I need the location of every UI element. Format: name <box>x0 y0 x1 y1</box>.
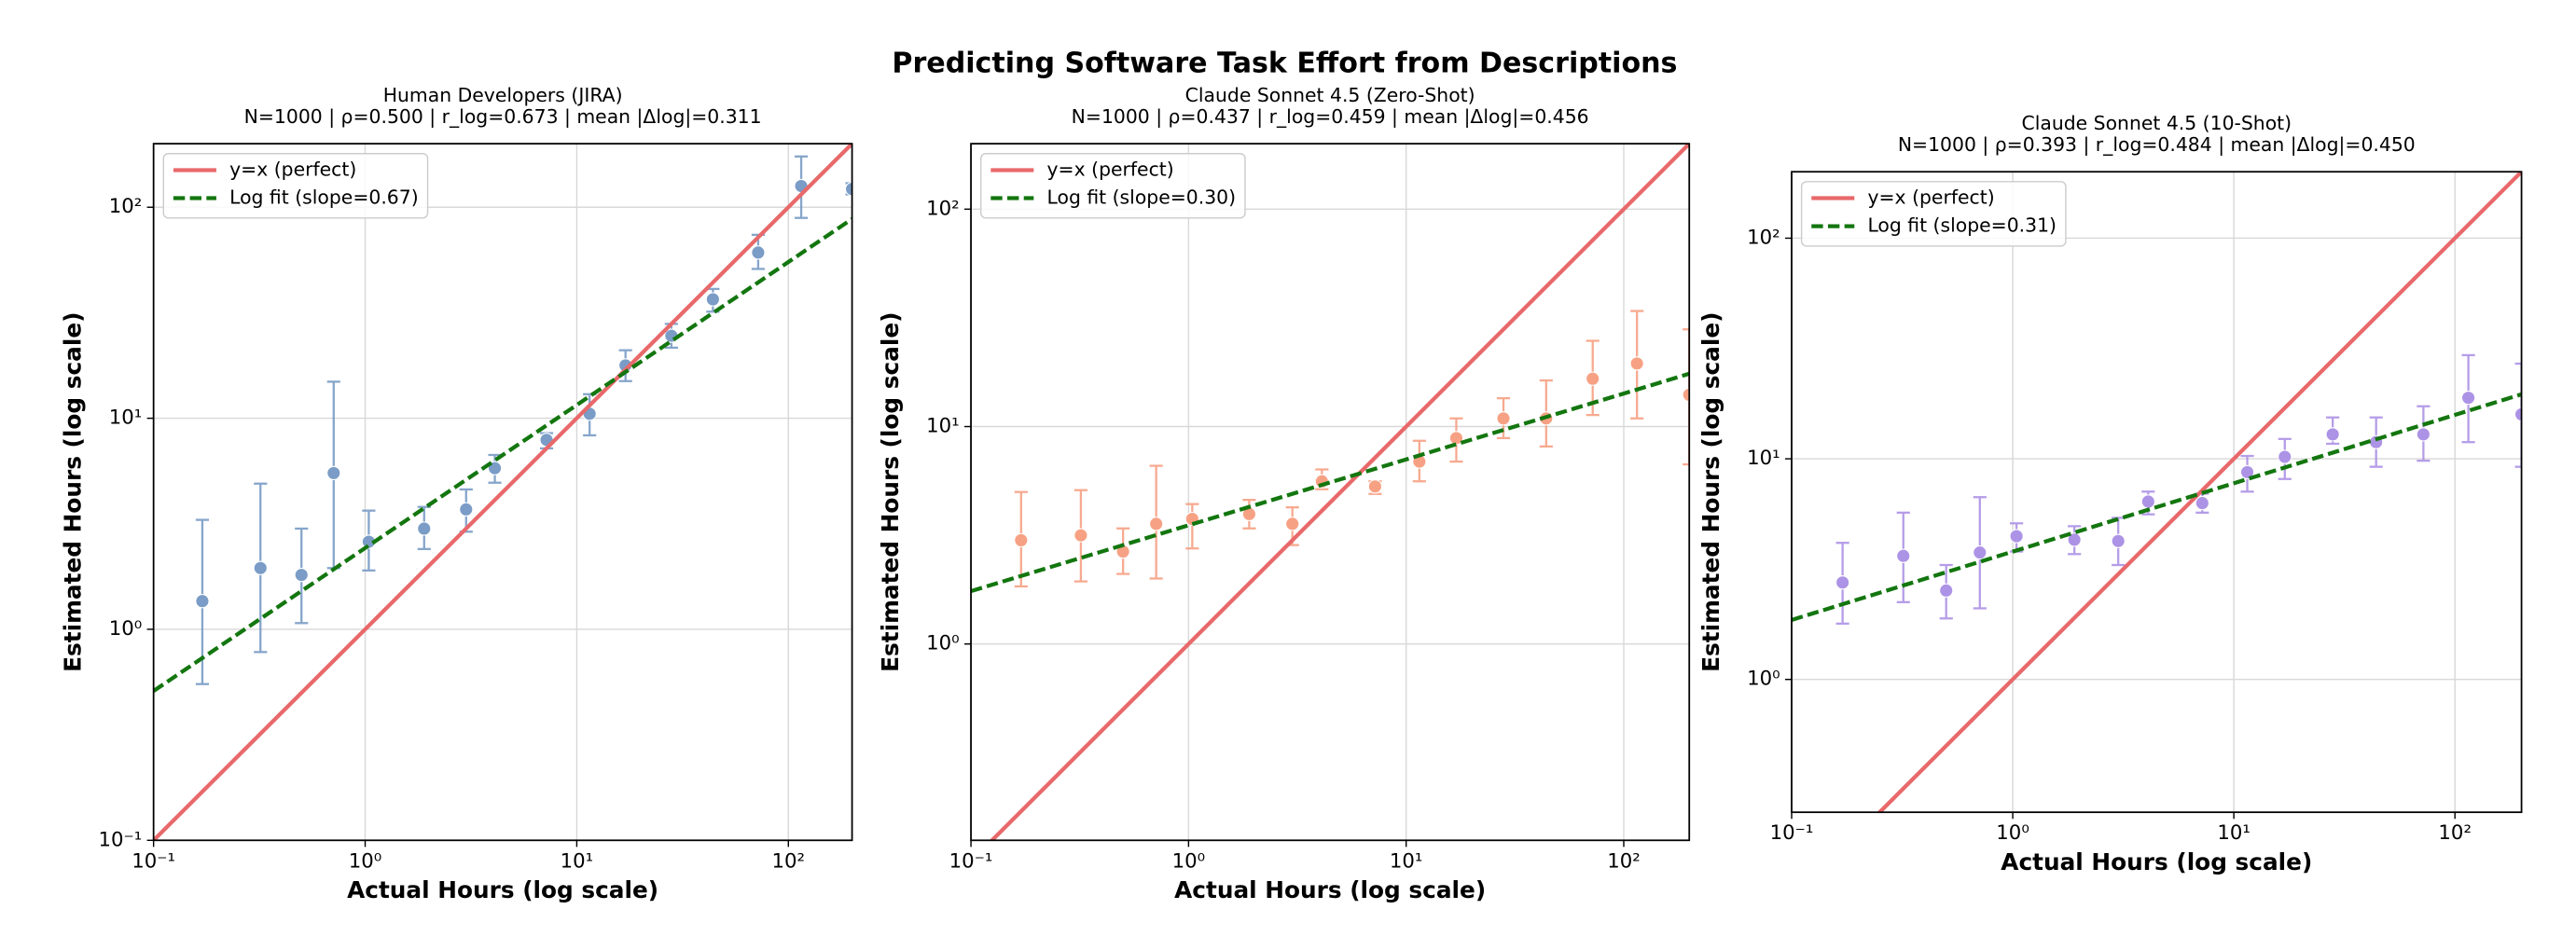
series-line <box>153 144 852 841</box>
point <box>1073 528 1088 543</box>
point <box>1496 411 1511 426</box>
legend-label: y=x (perfect) <box>1047 158 1174 180</box>
x-tick-label: 10¹ <box>2217 821 2251 845</box>
point <box>2009 529 2024 544</box>
point <box>2325 427 2340 442</box>
x-tick-label: 10¹ <box>1390 849 1423 873</box>
point <box>326 465 341 480</box>
y-axis-label: Estimated Hours (log scale) <box>60 312 87 672</box>
plot-area <box>1792 172 2522 813</box>
y-tick-label: 10¹ <box>1747 447 1780 470</box>
point <box>751 245 766 260</box>
series-line <box>153 217 852 693</box>
x-tick-label: 10¹ <box>561 849 594 873</box>
legend-label: Log fit (slope=0.31) <box>1867 214 2057 237</box>
y-tick-label: 10² <box>1747 226 1780 249</box>
figure-title: Predicting Software Task Effort from Des… <box>892 48 1677 80</box>
y-axis-label: Estimated Hours (log scale) <box>1697 312 1724 672</box>
subplot-subtitle: N=1000 | ρ=0.437 | r_log=0.459 | mean |Δ… <box>1072 105 1589 129</box>
subplot: Claude Sonnet 4.5 (Zero-Shot)N=1000 | ρ=… <box>877 84 1691 903</box>
point <box>294 568 309 583</box>
series-line <box>1877 172 2522 813</box>
x-tick-label: 10⁰ <box>1996 821 2029 845</box>
legend-label: y=x (perfect) <box>1867 186 1994 209</box>
point <box>2140 494 2155 509</box>
point <box>195 594 210 609</box>
point <box>2195 495 2209 511</box>
subplot: Human Developers (JIRA)N=1000 | ρ=0.500 … <box>60 84 853 903</box>
legend-label: Log fit (slope=0.30) <box>1047 186 1237 209</box>
point <box>2239 464 2255 480</box>
y-tick-label: 10¹ <box>926 415 960 438</box>
point <box>844 182 852 197</box>
axes-frame <box>1791 171 2523 814</box>
point <box>2416 427 2431 442</box>
y-tick-label: 10⁻¹ <box>99 828 143 851</box>
legend-label: y=x (perfect) <box>229 158 356 180</box>
point <box>1896 548 1911 563</box>
y-tick-label: 10² <box>926 197 960 220</box>
point <box>2111 533 2126 548</box>
subplot-subtitle: N=1000 | ρ=0.393 | r_log=0.484 | mean |Δ… <box>1898 133 2416 157</box>
point <box>253 560 268 575</box>
error-bar <box>1683 328 1690 466</box>
y-tick-label: 10⁰ <box>1747 668 1780 691</box>
y-tick-label: 10⁰ <box>926 632 960 655</box>
x-tick-label: 10⁻¹ <box>949 849 993 873</box>
series-line <box>989 144 1690 841</box>
point <box>1939 583 1954 598</box>
point <box>417 521 432 536</box>
point <box>1973 544 1987 560</box>
x-tick-label: 10⁻¹ <box>132 849 175 873</box>
y-tick-label: 10¹ <box>109 407 143 430</box>
subplot-title: Claude Sonnet 4.5 (10-Shot) <box>2021 112 2292 134</box>
plot-area <box>971 144 1690 841</box>
subplot-subtitle: N=1000 | ρ=0.500 | r_log=0.673 | mean |Δ… <box>244 105 762 129</box>
point <box>2067 532 2082 547</box>
point <box>1835 575 1850 590</box>
point <box>1629 356 1644 371</box>
subplot: Claude Sonnet 4.5 (10-Shot)N=1000 | ρ=0.… <box>1697 112 2523 875</box>
x-axis-label: Actual Hours (log scale) <box>2001 848 2312 875</box>
y-tick-label: 10⁰ <box>109 617 143 641</box>
x-tick-label: 10² <box>772 849 806 873</box>
y-tick-label: 10² <box>109 195 143 218</box>
point <box>1367 479 1383 494</box>
axes-frame <box>970 143 1691 842</box>
point <box>1014 532 1029 548</box>
subplot-title: Claude Sonnet 4.5 (Zero-Shot) <box>1185 84 1475 106</box>
point <box>705 292 721 307</box>
legend-label: Log fit (slope=0.67) <box>229 186 419 209</box>
point <box>2278 449 2292 464</box>
series-line <box>1792 392 2522 622</box>
point <box>1149 517 1164 531</box>
x-axis-label: Actual Hours (log scale) <box>1174 876 1486 903</box>
x-tick-label: 10⁰ <box>349 849 382 873</box>
x-tick-label: 10⁻¹ <box>1770 821 1814 845</box>
plot-area <box>153 144 852 841</box>
x-axis-label: Actual Hours (log scale) <box>347 876 658 903</box>
point <box>2460 391 2476 406</box>
legend-box <box>162 153 429 219</box>
y-axis-label: Estimated Hours (log scale) <box>877 312 904 672</box>
subplot-title: Human Developers (JIRA) <box>383 84 623 106</box>
error-bar <box>2514 362 2522 468</box>
point <box>1682 387 1690 403</box>
x-tick-label: 10² <box>2438 821 2472 845</box>
x-tick-label: 10⁰ <box>1172 849 1206 873</box>
point <box>1448 431 1464 446</box>
legend-box <box>1800 181 2067 247</box>
x-tick-label: 10² <box>1607 849 1641 873</box>
point <box>1285 517 1300 531</box>
error-bar <box>1185 503 1199 550</box>
point <box>2514 407 2522 422</box>
point <box>459 502 474 517</box>
point <box>1586 371 1600 386</box>
legend-box <box>979 153 1246 219</box>
axes-frame <box>152 143 853 842</box>
series-line <box>971 371 1690 594</box>
